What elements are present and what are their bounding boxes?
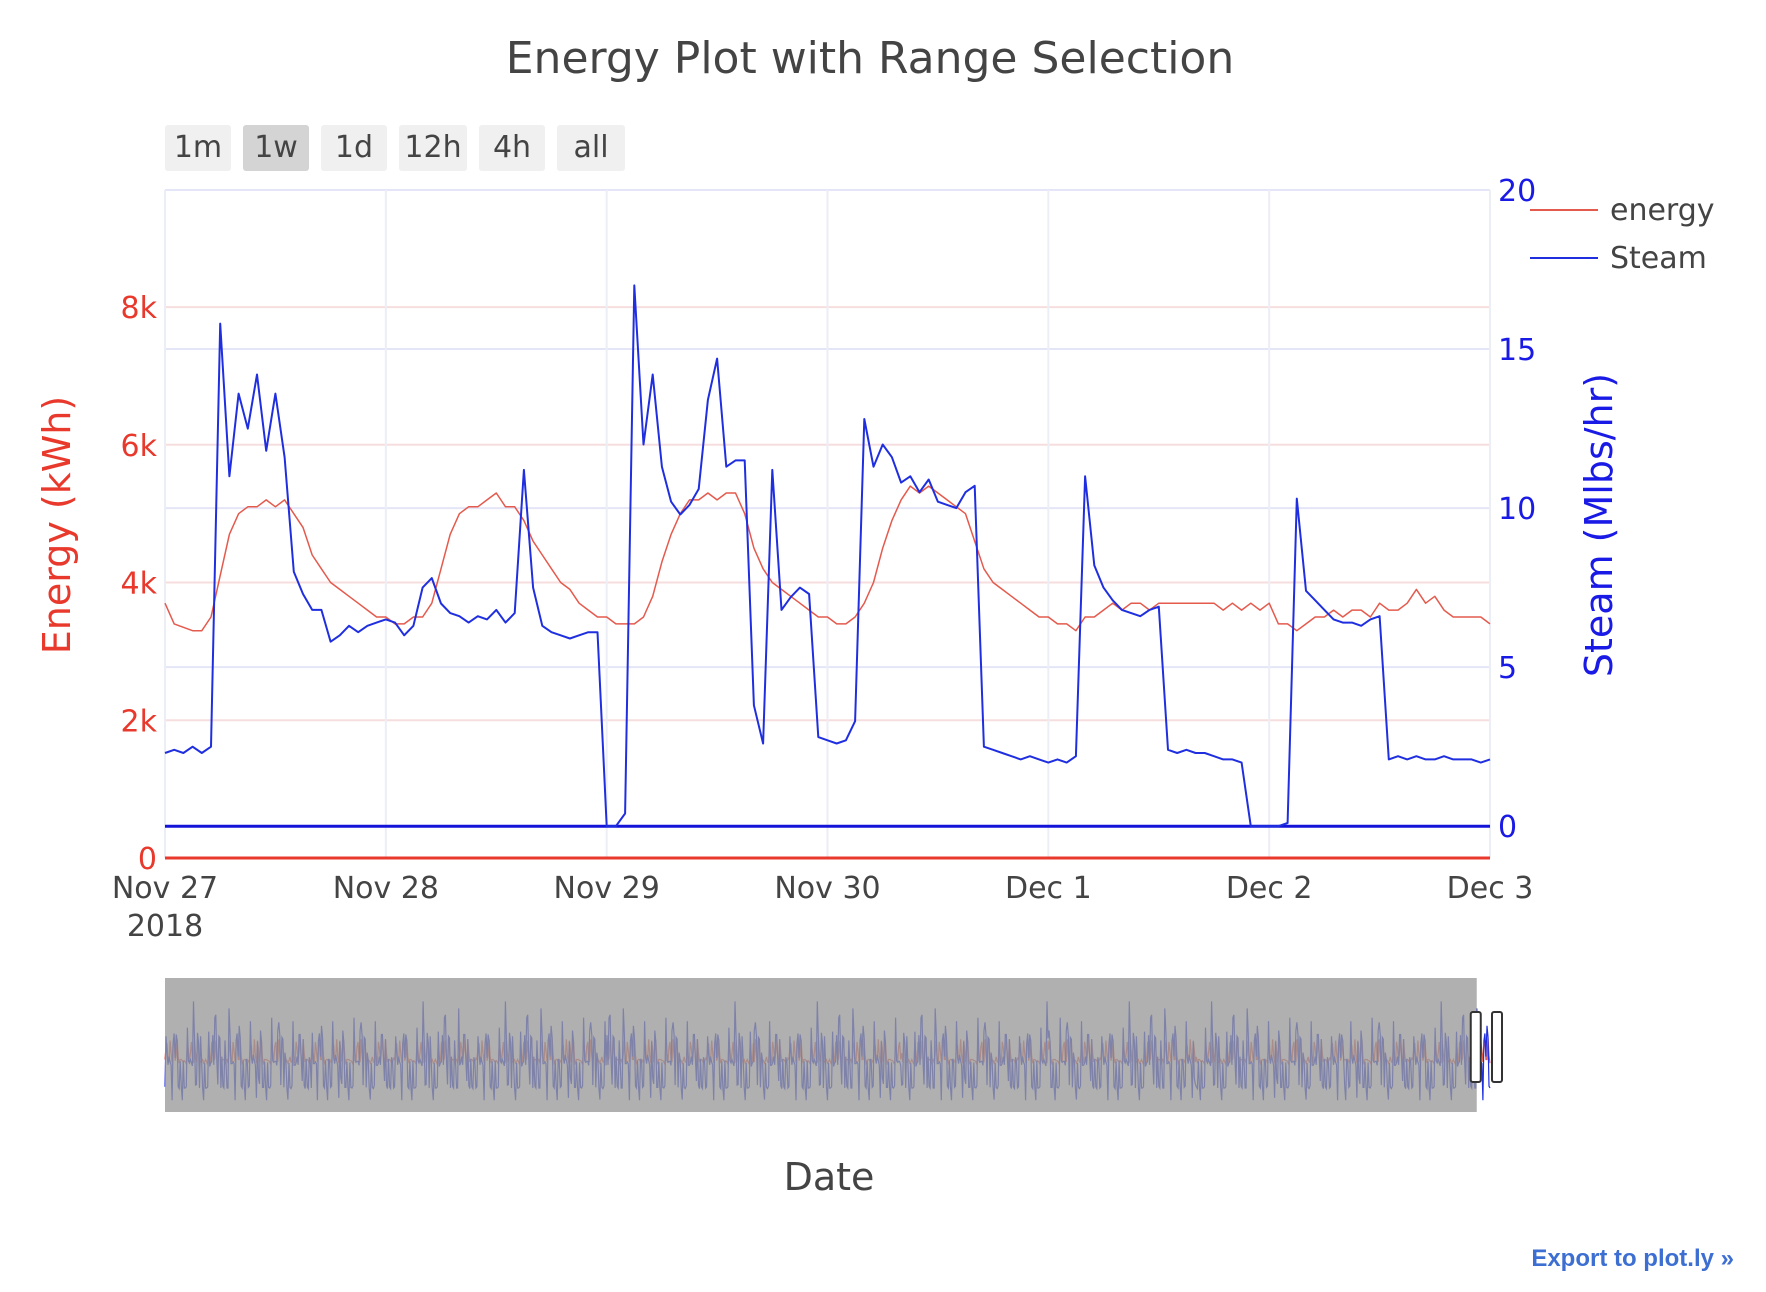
legend: energy Steam: [1530, 193, 1715, 276]
range-button-bg[interactable]: [243, 125, 309, 171]
export-link[interactable]: Export to plot.ly »: [1531, 1245, 1734, 1272]
grid-lines: [164, 189, 1491, 858]
y-left-tick-label: 2k: [121, 704, 158, 739]
range-button-bg[interactable]: [321, 125, 387, 171]
range-slider-handle-right[interactable]: [1491, 1011, 1503, 1083]
y-right-tick-label: 0: [1498, 810, 1517, 845]
series-lines: [164, 284, 1491, 828]
x-tick-label: Nov 28: [333, 871, 439, 906]
x-tick-label: Dec 3: [1447, 871, 1534, 906]
range-button-bg[interactable]: [165, 125, 231, 171]
range-button-12h[interactable]: 12h: [399, 125, 467, 171]
range-button-4h[interactable]: 4h: [479, 125, 545, 171]
x-tick-label: Nov 27: [112, 871, 218, 906]
y-left-tick-label: 0: [138, 842, 157, 877]
y-right-tick-label: 20: [1498, 174, 1536, 209]
range-selector: 1m 1w 1d 12h 4h all: [165, 125, 625, 171]
range-button-bg[interactable]: [557, 125, 625, 171]
range-button-1m[interactable]: 1m: [165, 125, 231, 171]
legend-item-energy[interactable]: energy: [1530, 193, 1715, 228]
range-slider-mask: [165, 978, 1477, 1112]
x-tick-label: Nov 30: [774, 871, 880, 906]
series-line-energy: [164, 485, 1491, 632]
y-right-tick-label: 15: [1498, 333, 1536, 368]
range-button-bg[interactable]: [399, 125, 467, 171]
x-tick-sublabel: 2018: [127, 909, 203, 944]
range-button-label[interactable]: all: [573, 130, 608, 165]
legend-label: Steam: [1610, 241, 1707, 276]
range-button-1d[interactable]: 1d: [321, 125, 387, 171]
range-slider-handle-left[interactable]: [1469, 1011, 1482, 1083]
legend-item-steam[interactable]: Steam: [1530, 241, 1707, 276]
y-left-axis-title: Energy (kWh): [35, 396, 79, 654]
y-left-tick-label: 6k: [121, 429, 158, 464]
y-left-tick-label: 8k: [121, 291, 158, 326]
chart-title: Energy Plot with Range Selection: [506, 33, 1235, 84]
range-slider[interactable]: [164, 978, 1503, 1112]
y-right-tick-label: 10: [1498, 492, 1536, 527]
y-right-axis-title: Steam (Mlbs/hr): [1577, 373, 1621, 677]
range-button-label[interactable]: 1m: [174, 130, 222, 165]
series-line-steam: [164, 284, 1491, 828]
x-axis-title: Date: [784, 1155, 875, 1199]
y-right-tick-label: 5: [1498, 651, 1517, 686]
range-button-bg[interactable]: [479, 125, 545, 171]
x-tick-label: Dec 2: [1226, 871, 1313, 906]
x-tick-label: Dec 1: [1005, 871, 1092, 906]
legend-label: energy: [1610, 193, 1715, 228]
range-button-label[interactable]: 4h: [493, 130, 531, 165]
range-button-label[interactable]: 1w: [254, 130, 298, 165]
range-button-label[interactable]: 1d: [335, 130, 373, 165]
range-button-label[interactable]: 12h: [404, 130, 461, 165]
range-button-all[interactable]: all: [557, 125, 625, 171]
x-tick-label: Nov 29: [554, 871, 660, 906]
y-left-tick-label: 4k: [121, 567, 158, 602]
range-button-1w[interactable]: 1w: [243, 125, 309, 171]
